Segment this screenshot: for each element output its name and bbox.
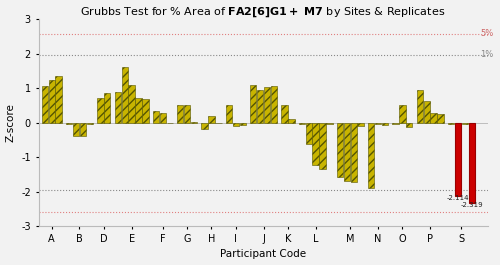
Bar bbox=[226, 105, 232, 123]
Bar bbox=[153, 111, 159, 123]
Bar bbox=[424, 101, 430, 123]
Bar bbox=[80, 123, 86, 136]
Bar bbox=[326, 123, 332, 124]
Bar bbox=[455, 123, 461, 196]
Bar bbox=[399, 105, 406, 123]
Bar bbox=[48, 80, 55, 123]
Bar bbox=[232, 123, 239, 126]
Bar bbox=[368, 123, 374, 188]
Bar bbox=[462, 123, 468, 124]
Bar bbox=[114, 92, 121, 123]
Bar bbox=[240, 123, 246, 125]
Bar bbox=[97, 99, 103, 123]
Bar bbox=[184, 105, 190, 123]
Bar bbox=[375, 123, 382, 124]
Bar bbox=[320, 123, 326, 169]
Bar bbox=[104, 93, 110, 123]
Bar bbox=[66, 123, 72, 124]
Bar bbox=[358, 123, 364, 126]
Bar bbox=[257, 90, 264, 123]
X-axis label: Participant Code: Participant Code bbox=[220, 249, 306, 259]
Bar bbox=[86, 123, 93, 124]
Bar bbox=[202, 123, 208, 129]
Bar bbox=[264, 87, 270, 123]
Bar bbox=[392, 123, 398, 124]
Bar bbox=[430, 113, 437, 123]
Bar bbox=[128, 85, 135, 123]
Bar bbox=[282, 105, 288, 123]
Bar bbox=[382, 123, 388, 125]
Bar bbox=[448, 123, 454, 124]
Bar bbox=[191, 122, 197, 123]
Bar bbox=[406, 123, 412, 127]
Title: Grubbs Test for % Area of $\bf{FA2[6]G1+\ M7}$ by Sites & Replicates: Grubbs Test for % Area of $\bf{FA2[6]G1+… bbox=[80, 6, 446, 19]
Bar bbox=[288, 119, 294, 123]
Bar bbox=[122, 67, 128, 123]
Bar bbox=[306, 123, 312, 144]
Y-axis label: Z-score: Z-score bbox=[6, 103, 16, 142]
Bar bbox=[468, 123, 475, 203]
Bar bbox=[312, 123, 319, 165]
Bar bbox=[350, 123, 357, 182]
Text: -2.319: -2.319 bbox=[461, 202, 483, 208]
Text: -2.114: -2.114 bbox=[446, 195, 468, 201]
Bar bbox=[438, 114, 444, 123]
Bar bbox=[73, 123, 79, 136]
Bar bbox=[208, 116, 214, 123]
Bar bbox=[42, 86, 48, 123]
Bar bbox=[298, 123, 305, 124]
Bar bbox=[136, 99, 141, 123]
Text: 1%: 1% bbox=[480, 51, 494, 60]
Bar bbox=[344, 123, 350, 181]
Bar bbox=[270, 86, 277, 123]
Bar bbox=[416, 90, 423, 123]
Bar bbox=[337, 123, 343, 177]
Bar bbox=[160, 113, 166, 123]
Text: 5%: 5% bbox=[480, 29, 494, 38]
Bar bbox=[177, 105, 184, 123]
Bar bbox=[56, 76, 62, 123]
Bar bbox=[142, 99, 148, 123]
Bar bbox=[250, 85, 256, 123]
